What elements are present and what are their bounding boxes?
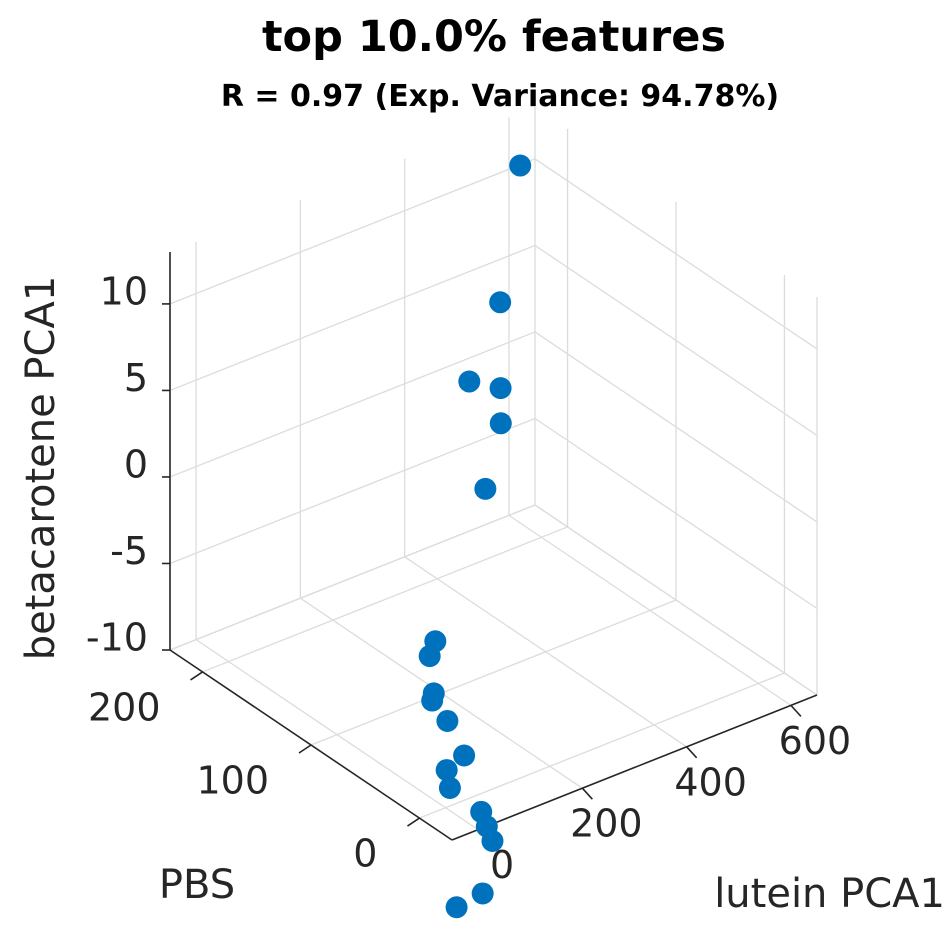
grid-line: [310, 599, 677, 746]
grid-line: [169, 331, 536, 478]
data-point: [489, 377, 512, 400]
grid-line: [534, 417, 818, 610]
x-axis-label: lutein PCA1: [714, 871, 945, 917]
z-tick-label: -5: [110, 529, 148, 573]
data-point: [489, 412, 512, 435]
grid-lines: [169, 107, 818, 831]
grid-line: [534, 331, 818, 523]
y-axis-label: PBS: [159, 862, 235, 908]
y-tick-label: 200: [88, 685, 161, 729]
x-tick-label: 600: [779, 719, 852, 763]
z-tick-label: 0: [124, 442, 148, 486]
data-point: [435, 759, 458, 782]
data-point: [438, 776, 461, 799]
x-tick-label: 400: [674, 760, 747, 804]
x-axis-line: [451, 694, 818, 841]
data-point: [436, 709, 459, 732]
z-tick-label: 5: [124, 356, 148, 400]
grid-line: [169, 417, 536, 565]
x-tick-label: 200: [570, 802, 643, 846]
grid-line: [169, 158, 536, 305]
data-point: [489, 291, 512, 314]
y-tick-mark: [407, 817, 420, 827]
axis-lines: [162, 252, 818, 842]
grid-line: [419, 672, 785, 819]
z-tick-label: -10: [86, 616, 148, 660]
box-edge: [169, 504, 536, 651]
data-point: [445, 896, 468, 919]
x-tick-mark: [581, 787, 593, 800]
grid-line: [169, 244, 536, 392]
z-axis-label: betacarotene PCA1: [18, 276, 64, 661]
chart-title: top 10.0% features: [262, 12, 726, 62]
x-tick-mark: [790, 704, 802, 717]
y-tick-mark: [298, 744, 312, 754]
z-tick-label: 10: [100, 269, 148, 313]
data-point: [458, 370, 481, 393]
y-tick-label: 0: [353, 832, 377, 876]
data-point: [453, 744, 476, 767]
data-points: [418, 154, 532, 919]
grid-line: [534, 158, 818, 350]
grid-line: [202, 526, 568, 673]
data-point: [509, 154, 532, 177]
y-tick-label: 100: [196, 759, 269, 803]
chart-subtitle: R = 0.97 (Exp. Variance: 94.78%): [221, 79, 779, 114]
box-edge: [534, 504, 818, 696]
data-point: [481, 829, 504, 852]
data-point: [471, 882, 494, 905]
grid-line: [534, 244, 818, 436]
x-tick-mark: [686, 746, 698, 759]
data-point: [424, 630, 447, 653]
y-tick-mark: [190, 671, 203, 681]
data-point: [422, 682, 445, 705]
data-point: [474, 477, 497, 500]
